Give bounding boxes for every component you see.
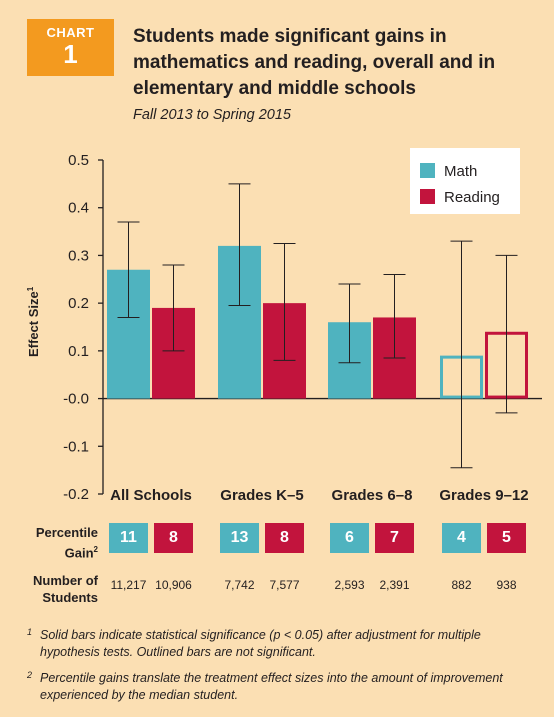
category-label: Grades 6–8 [332, 487, 413, 504]
footnote-2-marker: 2 [27, 670, 33, 680]
student-count-math: 7,742 [224, 578, 255, 592]
student-count-reading: 2,391 [379, 578, 410, 592]
y-tick-label: 0.4 [68, 200, 89, 217]
footnote-1: 1 Solid bars indicate statistical signif… [27, 627, 517, 661]
effect-size-chart: 0.5 0.4 0.3 0.2 0.1 -0.0 -0.1 -0.2 Effect Size1 A… [26, 148, 542, 504]
category-label: Grades 9–12 [439, 487, 528, 504]
y-tick-label: 0.1 [68, 343, 89, 360]
chart-subtitle: Fall 2013 to Spring 2015 [133, 107, 291, 123]
y-axis-label-superscript: 1 [26, 286, 35, 291]
category-label: Grades K–5 [220, 487, 303, 504]
student-count-math: 882 [451, 578, 472, 592]
legend-swatch-math [420, 163, 435, 178]
percentile-gain-math: 6 [330, 523, 369, 553]
y-tick-label: -0.1 [63, 438, 89, 455]
y-tick-label: 0.2 [68, 295, 89, 312]
students-label-line2: Students [42, 590, 98, 605]
percentile-gain-reading: 5 [487, 523, 526, 553]
percentile-gain-math: 4 [442, 523, 481, 553]
y-tick-label: 0.3 [68, 247, 89, 264]
footnote-2-text: Percentile gains translate the treatment… [40, 671, 503, 702]
legend-swatch-reading [420, 189, 435, 204]
percentile-gain-reading: 8 [154, 523, 193, 553]
chart-title: Students made significant gains in mathe… [133, 26, 496, 99]
category-label: All Schools [110, 487, 192, 504]
student-count-math: 2,593 [334, 578, 365, 592]
legend-label-reading: Reading [444, 189, 500, 206]
y-axis-label: Effect Size1 [26, 286, 41, 357]
footnote-1-text: Solid bars indicate statistical signific… [40, 628, 481, 659]
footnote-1-marker: 1 [27, 627, 33, 637]
y-tick-label: -0.2 [63, 486, 89, 503]
student-count-reading: 7,577 [269, 578, 300, 592]
percentile-gain-reading: 8 [265, 523, 304, 553]
percentile-gain-label-line2: Gain [64, 545, 94, 561]
students-label: Number of Students [10, 572, 98, 606]
students-label-line1: Number of [33, 573, 98, 588]
percentile-gain-label: Percentile Gain2 [20, 524, 98, 561]
footnote-2: 2 Percentile gains translate the treatme… [27, 670, 517, 704]
student-count-reading: 10,906 [155, 578, 192, 592]
percentile-gain-math: 11 [109, 523, 148, 553]
percentile-gain-label-line1: Percentile [35, 525, 98, 540]
percentile-gain-math: 13 [220, 523, 259, 553]
legend-label-math: Math [444, 163, 477, 180]
student-count-reading: 938 [496, 578, 517, 592]
chart-badge: CHART 1 [27, 19, 114, 76]
y-tick-label: 0.5 [68, 152, 89, 169]
badge-number: 1 [63, 39, 78, 69]
badge-label: CHART [46, 25, 95, 40]
percentile-gain-superscript: 2 [93, 545, 98, 554]
percentile-gain-reading: 7 [375, 523, 414, 553]
y-tick-label: -0.0 [63, 391, 89, 408]
student-count-math: 11,217 [110, 578, 147, 592]
